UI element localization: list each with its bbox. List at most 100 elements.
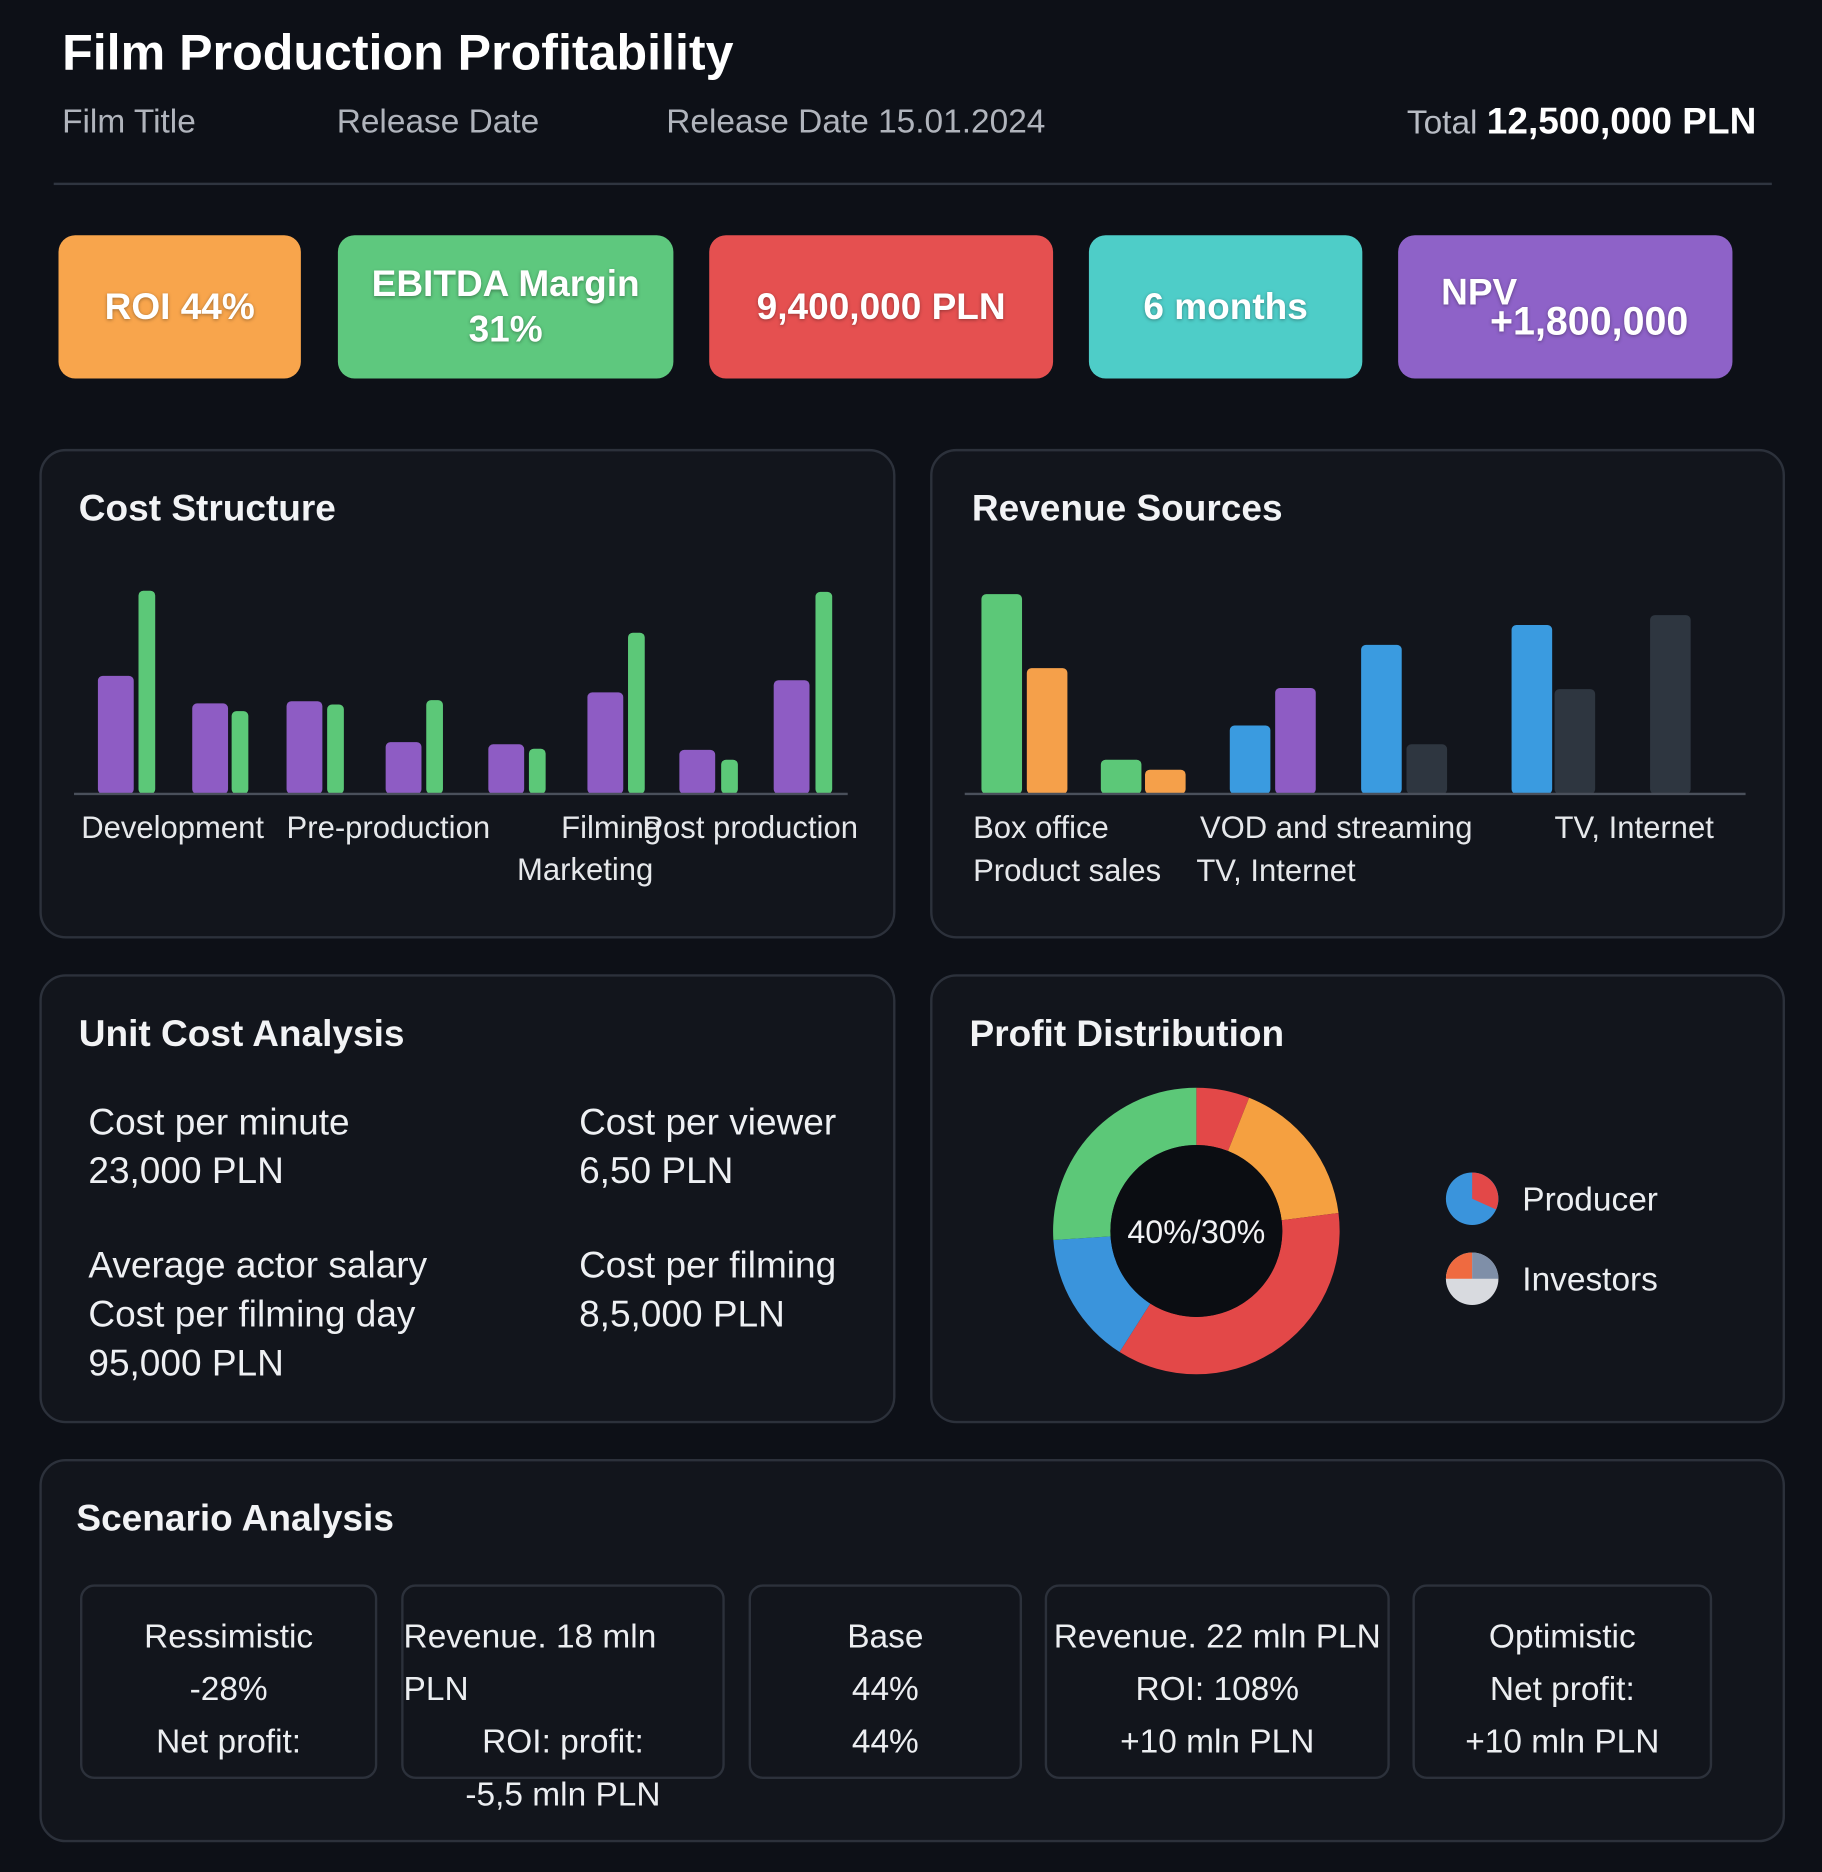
bar bbox=[327, 704, 344, 794]
x-label: Product sales bbox=[973, 853, 1161, 888]
bar bbox=[1361, 644, 1402, 794]
bar bbox=[138, 590, 156, 794]
page-title: Film Production Profitability bbox=[62, 23, 734, 80]
legend-label: Producer bbox=[1522, 1182, 1658, 1219]
donut-hole bbox=[1110, 1145, 1283, 1317]
total: Total 12,500,000 PLN bbox=[1407, 100, 1756, 143]
scenario-card: Revenue. 18 mln PLN ROI: profit: -5,5 mln … bbox=[401, 1584, 725, 1812]
unit-cost-text: Cost per minute bbox=[88, 1100, 350, 1143]
x-label: Post production bbox=[642, 810, 858, 845]
bar bbox=[1511, 625, 1553, 794]
donut-center-label: 40%/30% bbox=[1127, 1214, 1265, 1250]
x-label: Pre-production bbox=[287, 810, 491, 845]
panel-title: Revenue Sources bbox=[971, 487, 1283, 529]
x-label: Development bbox=[81, 810, 264, 845]
bar bbox=[488, 744, 525, 794]
x-label: Filming bbox=[561, 810, 661, 845]
kpi-text: NPV bbox=[1441, 271, 1518, 313]
panel bbox=[930, 448, 1785, 939]
unit-cost-text: 6,50 PLN bbox=[579, 1149, 734, 1192]
scenario-card: Base 44% 44% bbox=[748, 1584, 1023, 1780]
scenario-text: -5,5 mln PLN bbox=[465, 1775, 661, 1813]
kpi-text: +1,800,000 bbox=[1490, 298, 1689, 343]
unit-cost-text: Cost per filming day bbox=[88, 1293, 416, 1335]
scenario-text: +10 mln PLN bbox=[1120, 1722, 1315, 1760]
bar bbox=[97, 675, 134, 794]
kpi-text: 9,400,000 PLN bbox=[756, 285, 1006, 328]
field: Release Date bbox=[336, 102, 540, 140]
scenario-card: Optimistic Net profit: +10 mln PLN bbox=[1412, 1584, 1713, 1780]
scenario-text: Base bbox=[847, 1617, 924, 1655]
bar bbox=[1145, 769, 1186, 794]
scenario-text: 44% bbox=[851, 1722, 919, 1760]
field: Film Title bbox=[62, 102, 196, 140]
x-label: Marketing bbox=[517, 852, 653, 887]
scenario-text: Optimistic bbox=[1488, 1617, 1636, 1655]
bar bbox=[1229, 725, 1271, 794]
bar bbox=[587, 692, 624, 794]
panel-title: Profit Distribution bbox=[969, 1012, 1285, 1055]
scenario-text: 44% bbox=[851, 1670, 919, 1708]
donut-segment bbox=[1228, 1097, 1339, 1221]
bar bbox=[426, 700, 443, 794]
bar bbox=[385, 742, 422, 794]
scenario-text: Revenue. 18 mln PLN bbox=[403, 1617, 657, 1708]
bar bbox=[192, 703, 229, 794]
scenario-card: Revenue. 22 mln PLN ROI: 108% +10 mln PLN bbox=[1044, 1584, 1390, 1780]
scenario-text: +10 mln PLN bbox=[1465, 1722, 1660, 1760]
field: Release Date 15.01.2024 bbox=[666, 102, 1046, 140]
kpi-text: 31% bbox=[468, 308, 543, 350]
bar bbox=[1554, 689, 1596, 794]
kpi-tile: 9,400,000 PLN bbox=[709, 235, 1054, 379]
bar bbox=[721, 759, 738, 794]
legend-label: Investors bbox=[1522, 1262, 1658, 1299]
bar bbox=[1275, 687, 1316, 794]
panel bbox=[39, 448, 896, 939]
donut-segment bbox=[1196, 1087, 1250, 1152]
donut-segment bbox=[1119, 1213, 1340, 1375]
panel bbox=[39, 974, 896, 1424]
panel-title: Cost Structure bbox=[78, 487, 336, 529]
x-label: Box office bbox=[973, 810, 1109, 845]
kpi-text: ROI 44% bbox=[104, 285, 255, 328]
scenario-text: Net profit: bbox=[1489, 1670, 1635, 1708]
panel-title: Scenario Analysis bbox=[76, 1497, 394, 1540]
kpi-text: 6 months bbox=[1143, 285, 1308, 328]
bar bbox=[1406, 744, 1448, 794]
bar bbox=[528, 748, 546, 794]
total-label: Total bbox=[1406, 103, 1478, 141]
bar bbox=[628, 632, 645, 794]
unit-cost-text: Average actor salary bbox=[88, 1244, 428, 1286]
unit-cost-text: Cost per filming bbox=[579, 1244, 837, 1286]
bar bbox=[1026, 668, 1068, 794]
bar bbox=[981, 594, 1023, 794]
kpi-text: EBITDA Margin bbox=[371, 262, 640, 305]
scenario-text: Revenue. 22 mln PLN bbox=[1053, 1617, 1381, 1655]
kpi-tile: 6 months bbox=[1088, 235, 1363, 379]
unit-cost-text: 23,000 PLN bbox=[88, 1149, 284, 1192]
total-value: 12,500,000 PLN bbox=[1486, 100, 1757, 143]
bar bbox=[231, 711, 249, 794]
bar bbox=[773, 680, 810, 794]
scenario-text: ROI: 108% bbox=[1135, 1670, 1300, 1708]
bar bbox=[815, 591, 833, 794]
scenario-text: ROI: profit: bbox=[482, 1722, 644, 1760]
donut-segment bbox=[1053, 1236, 1151, 1352]
scenario-text: -28% bbox=[189, 1670, 268, 1708]
scenario-text: Ressimistic bbox=[144, 1617, 314, 1655]
bar bbox=[679, 749, 716, 794]
bar bbox=[1650, 615, 1691, 794]
bar bbox=[286, 701, 323, 794]
x-label: TV, Internet bbox=[1196, 853, 1356, 888]
x-label: VOD and streaming bbox=[1200, 810, 1473, 845]
kpi-tile: ROI 44% bbox=[58, 235, 301, 379]
unit-cost-text: 95,000 PLN bbox=[88, 1342, 284, 1384]
x-label: TV, Internet bbox=[1555, 810, 1715, 845]
kpi-tile: EBITDA Margin 31% bbox=[337, 235, 674, 379]
donut-segment bbox=[1053, 1087, 1197, 1240]
scenario-card: Ressimistic -28% Net profit: bbox=[79, 1584, 378, 1780]
unit-cost-text: 8,5,000 PLN bbox=[579, 1293, 785, 1335]
